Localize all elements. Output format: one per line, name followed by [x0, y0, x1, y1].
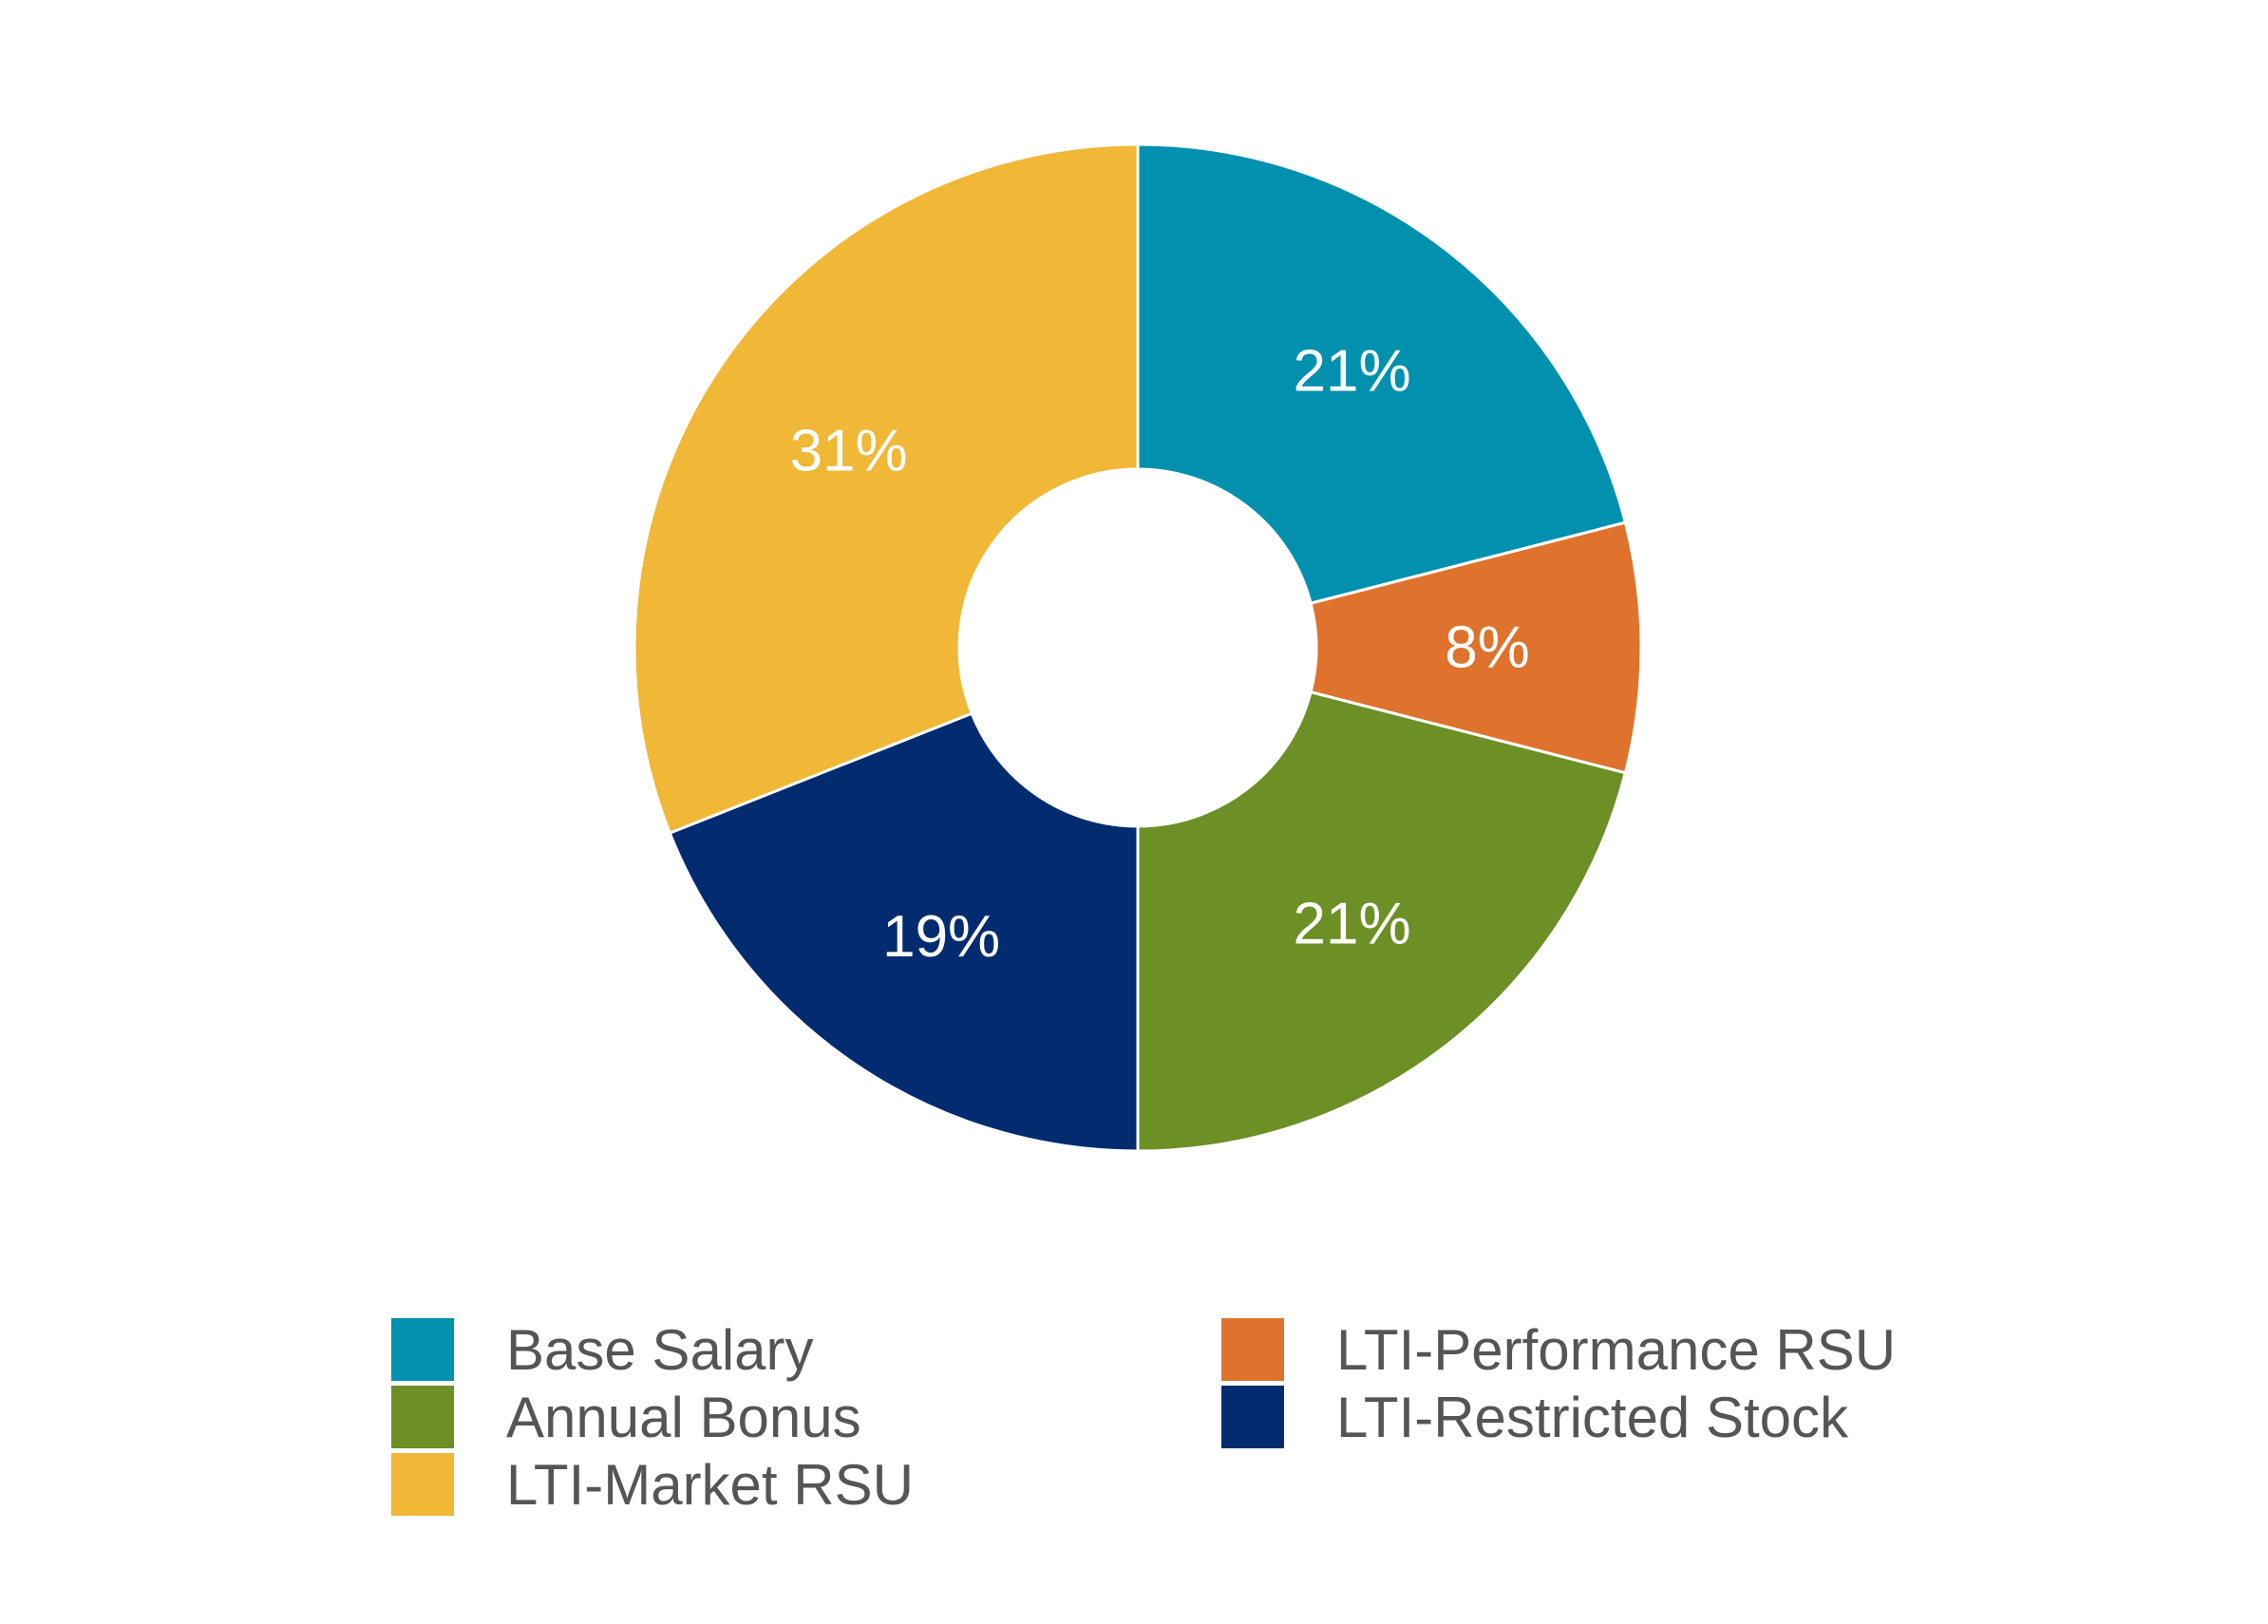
legend-label: Base Salary: [506, 1317, 814, 1382]
legend-swatch: [1221, 1386, 1284, 1448]
slice-annual-bonus: [1136, 689, 1628, 1153]
legend-item-base-salary: Base Salary: [391, 1317, 814, 1382]
legend-item-lti-restricted-stock: LTI-Restricted Stock: [1221, 1385, 1849, 1449]
slice-value-label: 19%: [882, 904, 1000, 970]
slice-lti-restricted-stock: [668, 711, 1140, 1153]
slice-lti-market-rsu: [633, 142, 1140, 836]
slice-value-label: 31%: [790, 419, 908, 484]
slice-value-label: 21%: [1294, 891, 1411, 956]
legend-label: LTI-Restricted Stock: [1336, 1385, 1849, 1449]
donut-value-labels: 21% 8% 21% 19% 31%: [790, 339, 1530, 970]
slice-value-label: 21%: [1294, 339, 1411, 405]
legend-item-annual-bonus: Annual Bonus: [391, 1385, 861, 1449]
donut-slices: [633, 142, 1643, 1153]
legend-item-lti-performance-rsu: LTI-Performance RSU: [1221, 1317, 1897, 1382]
legend-swatch: [391, 1386, 454, 1448]
slice-lti-performance-rsu: [1309, 520, 1643, 775]
slice-base-salary: [1136, 142, 1628, 606]
slice-value-label: 8%: [1445, 615, 1530, 681]
legend-swatch: [391, 1453, 454, 1516]
legend-item-lti-market-rsu: LTI-Market RSU: [391, 1452, 914, 1517]
legend-swatch: [391, 1318, 454, 1381]
legend-swatch: [1221, 1318, 1284, 1381]
legend-label: Annual Bonus: [506, 1385, 861, 1449]
legend-label: LTI-Market RSU: [506, 1452, 914, 1517]
legend-label: LTI-Performance RSU: [1336, 1317, 1897, 1382]
